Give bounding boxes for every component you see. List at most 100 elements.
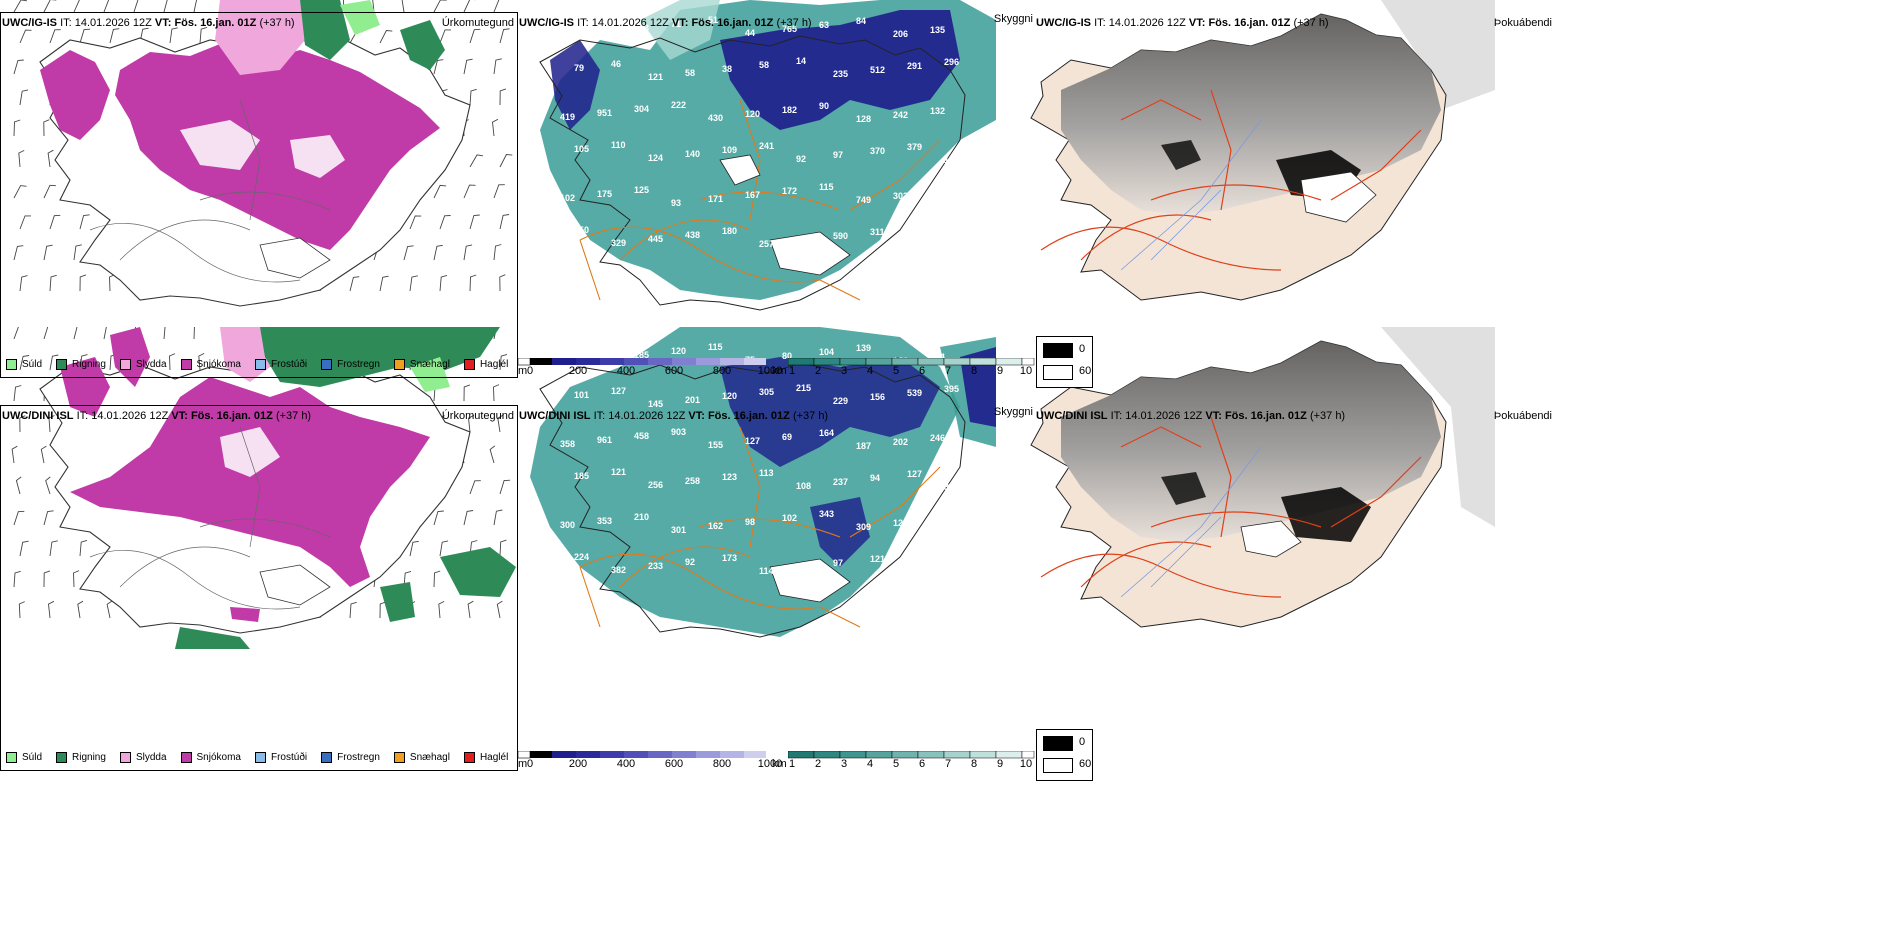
colorbar-tick-label: 5 [892, 758, 900, 770]
wind-barb [13, 185, 27, 199]
wind-barb [463, 244, 473, 261]
vis-number: 174 [907, 567, 922, 577]
vis-number: 80 [782, 351, 792, 361]
wind-barb [349, 601, 357, 619]
fog-title: Þokuábendi [1493, 410, 1552, 422]
wind-barb [163, 0, 168, 13]
fog-map-row1 [1030, 0, 1495, 301]
fog-title: Þokuábendi [1493, 17, 1552, 29]
legend-swatch [321, 752, 333, 763]
wind-barb [169, 353, 176, 371]
vis-number: 108 [796, 481, 811, 491]
legend-label: Snjókoma [196, 359, 241, 370]
vis-number: 173 [722, 553, 737, 563]
glacier-1 [220, 427, 280, 477]
legend-item: Snæhagl [393, 359, 450, 370]
vis-number: 93 [671, 198, 681, 208]
vis-number: 58 [685, 68, 695, 78]
precip-legend-row1: Súld Rigning Slydda Snjókoma Frostúði Frostre… [6, 359, 522, 370]
wind-barb [43, 244, 53, 261]
wind-barb [43, 510, 54, 526]
wind-barb [493, 384, 500, 402]
vis-number: 222 [671, 100, 686, 110]
height-colorbar-row1: m 0 200 400 600 800 1000 [518, 358, 782, 378]
vis-number: 127 [611, 386, 626, 396]
vis-number: 55 [597, 27, 607, 37]
wind-barb [13, 59, 24, 75]
vis-number: 241 [759, 141, 774, 151]
wind-barb [403, 570, 412, 588]
legend-swatch [56, 752, 68, 763]
vis-number: 126 [893, 518, 908, 528]
vis-number: 92 [685, 557, 695, 567]
colorbar-unit: km [772, 365, 787, 377]
colorbar-tick-label: 2 [814, 365, 822, 377]
it-label: IT: [76, 410, 89, 422]
vis-number: 132 [930, 106, 945, 116]
colorbar-tick-label: 5 [892, 365, 900, 377]
vis-number: 171 [708, 194, 723, 204]
wind-barb [379, 30, 393, 44]
legend-item: Snjókoma [180, 359, 241, 370]
legend-swatch [119, 359, 131, 370]
vis-number: 101 [574, 390, 589, 400]
colorbar-tick-label: 10 [1019, 758, 1033, 770]
wind-barb [19, 275, 28, 292]
legend-item: Súld [6, 752, 42, 763]
snow-small-s [230, 607, 260, 622]
vis-number: 187 [856, 441, 871, 451]
wind-barb [45, 476, 51, 495]
lead-time: (+37 h) [792, 410, 829, 422]
legend-swatch [6, 752, 17, 763]
legend-label: Slydda [135, 359, 167, 370]
wind-barb [49, 354, 59, 371]
wind-barb [433, 0, 447, 13]
vt-label: VT: [671, 17, 689, 29]
colorbar-tick-label: 8 [970, 365, 978, 377]
rivers [1120, 446, 1262, 598]
visibility-map-row2: 1201121851201157580104139156144101127145… [530, 327, 997, 638]
it-value: 14.01.2026 12Z [74, 17, 152, 29]
vis-number: 14 [796, 56, 806, 66]
wind-barb [18, 149, 25, 168]
it-value: 14.01.2026 12Z [591, 17, 669, 29]
wind-barb [19, 215, 31, 230]
colorbar-tick-label: 4 [866, 758, 874, 770]
wind-barb [463, 384, 471, 402]
wind-barb [433, 244, 443, 261]
wind-barb [79, 539, 88, 557]
it-value: 14.01.2026 12Z [1108, 17, 1186, 29]
vis-number: 114 [759, 566, 774, 576]
colorbar-tick-label: 400 [616, 758, 636, 770]
vis-number: 445 [648, 234, 663, 244]
legend-label: Súld [22, 359, 43, 370]
land-outline [539, 35, 966, 311]
it-value: 14.01.2026 12Z [608, 410, 686, 422]
wind-barb [13, 385, 22, 402]
wind-barb [19, 540, 29, 557]
colorbar-tick-label: 6 [918, 365, 926, 377]
vis-number: 120 [671, 346, 686, 356]
wind-barb [13, 570, 21, 588]
land-outline [539, 362, 966, 638]
rivers [1120, 119, 1262, 271]
vis-number: 304 [634, 104, 649, 114]
legend-label: Frostregn [337, 752, 380, 763]
vis-number: 370 [870, 146, 885, 156]
vis-number: 125 [634, 185, 649, 195]
vis-number: 97 [833, 150, 843, 160]
header-row1-fog: UWC/IG-IS IT: 14.01.2026 12Z VT: Fös. 16… [1036, 16, 1554, 32]
vis-number: 237 [833, 477, 848, 487]
wind-barb [438, 600, 445, 619]
wind-barb [73, 0, 80, 13]
glacier-lang [719, 154, 762, 186]
wind-barb [43, 570, 51, 588]
vis-number: 170 [796, 562, 811, 572]
legend-item: Frostregn [321, 359, 380, 370]
wind-barb [49, 274, 57, 292]
model-name: UWC/IG-IS [519, 17, 574, 29]
vis-number: 120 [745, 109, 760, 119]
legend-item: Snæhagl [393, 752, 450, 763]
legend-item: Rigning [56, 359, 106, 370]
wind-barb [493, 244, 502, 261]
